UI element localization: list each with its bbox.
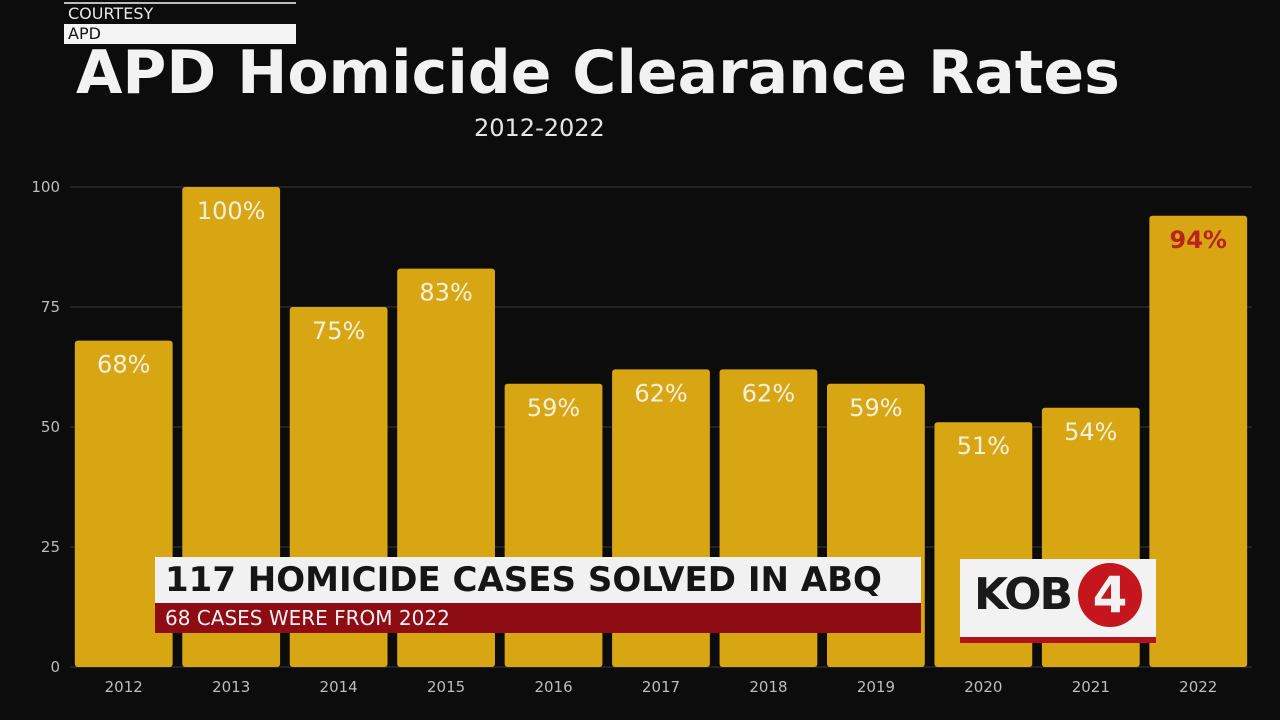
lower-third: 117 HOMICIDE CASES SOLVED IN ABQ 68 CASE… — [155, 557, 921, 633]
courtesy-source: APD — [64, 24, 296, 44]
y-tick-label: 0 — [50, 658, 60, 676]
courtesy-label: COURTESY — [68, 4, 154, 23]
data-label: 59% — [527, 394, 580, 422]
lower-third-subline: 68 CASES WERE FROM 2022 — [155, 603, 921, 633]
chart-title: APD Homicide Clearance Rates — [76, 38, 1120, 108]
data-label: 68% — [97, 351, 150, 379]
x-tick-label: 2015 — [427, 678, 465, 696]
station-logo: KOB 4 — [960, 559, 1156, 643]
bar — [182, 187, 281, 667]
chart-subtitle: 2012-2022 — [474, 114, 605, 142]
x-tick-label: 2013 — [212, 678, 250, 696]
x-tick-label: 2022 — [1179, 678, 1217, 696]
x-tick-label: 2016 — [534, 678, 572, 696]
logo-number: 4 — [1092, 566, 1128, 624]
y-tick-label: 50 — [41, 418, 60, 436]
y-tick-label: 75 — [41, 298, 60, 316]
data-label: 54% — [1064, 418, 1117, 446]
bar — [1149, 215, 1248, 668]
x-tick-label: 2012 — [105, 678, 143, 696]
lower-third-headline: 117 HOMICIDE CASES SOLVED IN ABQ — [155, 557, 921, 603]
x-tick-label: 2014 — [320, 678, 358, 696]
data-label: 51% — [957, 432, 1010, 460]
bar — [74, 340, 173, 667]
data-label: 59% — [849, 394, 902, 422]
x-tick-label: 2020 — [964, 678, 1002, 696]
logo-mark: 4 — [1078, 563, 1142, 627]
data-label: 100% — [197, 197, 266, 225]
data-label: 83% — [419, 279, 472, 307]
y-tick-label: 100 — [31, 178, 60, 196]
logo-text: KOB — [974, 569, 1073, 620]
data-label: 62% — [742, 379, 795, 407]
x-tick-label: 2021 — [1072, 678, 1110, 696]
courtesy-credit: COURTESY APD — [64, 2, 296, 44]
data-label: 94% — [1170, 226, 1227, 254]
x-tick-label: 2019 — [857, 678, 895, 696]
x-tick-label: 2018 — [749, 678, 787, 696]
data-label: 62% — [634, 379, 687, 407]
y-tick-label: 25 — [41, 538, 60, 556]
data-label: 75% — [312, 317, 365, 345]
x-tick-label: 2017 — [642, 678, 680, 696]
